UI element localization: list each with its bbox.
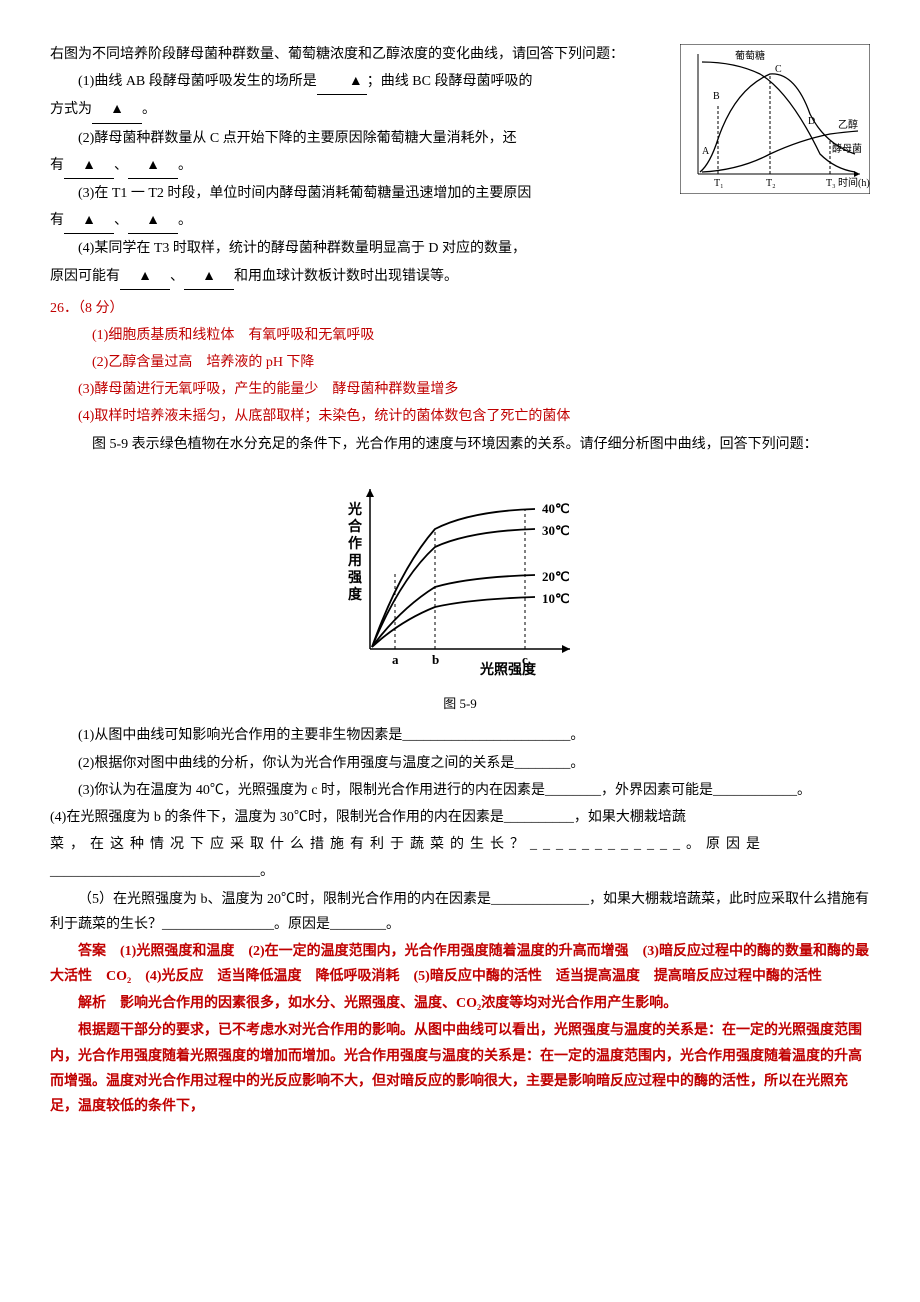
- svg-yeast: A B C D 葡萄糖 乙醇 酵母菌 T₁ T₂ T₃ 时间(h): [680, 44, 870, 194]
- q2-line2-prefix: 有: [50, 158, 64, 173]
- svg-text:10℃: 10℃: [542, 591, 570, 606]
- q2-suffix: 。: [178, 158, 192, 173]
- figure-photosynthesis: 光 合 作 用 强 度 光照强度 a b c 40℃ 30℃ 20℃ 10℃: [50, 469, 870, 688]
- p2-q3: (3)你认为在温度为 40℃，光照强度为 c 时，限制光合作用进行的内在因素是_…: [50, 778, 870, 803]
- q4-line2-prefix: 原因可能有: [50, 269, 120, 284]
- svg-text:20℃: 20℃: [542, 569, 570, 584]
- p2-q4-line2: 菜，在这种情况下应采取什么措施有利于蔬菜的生长？____________。原因是: [50, 832, 870, 857]
- svg-text:c: c: [522, 652, 528, 667]
- q3-sep: 、: [114, 213, 128, 228]
- blank-q4b: [184, 264, 234, 290]
- label-glucose: 葡萄糖: [735, 49, 765, 62]
- p2-exp1: 解析 影响光合作用的因素很多，如水分、光照强度、温度、CO₂浓度等均对光合作用产…: [50, 991, 870, 1016]
- q1-suffix: 。: [142, 102, 156, 117]
- svg-text:作: 作: [348, 535, 362, 552]
- q1-line2-prefix: 方式为: [50, 102, 92, 117]
- p2-exp2: 根据题干部分的要求，已不考虑水对光合作用的影响。从图中曲线可以看出，光照强度与温…: [50, 1018, 870, 1119]
- svg-text:T₃: T₃: [826, 178, 836, 189]
- svg-text:A: A: [702, 146, 710, 157]
- q4-line2: 原因可能有 、 和用血球计数板计数时出现错误等。: [50, 264, 870, 290]
- svg-photosynthesis: 光 合 作 用 强 度 光照强度 a b c 40℃ 30℃ 20℃ 10℃: [310, 469, 610, 679]
- svg-text:a: a: [392, 652, 399, 667]
- svg-text:合: 合: [348, 518, 363, 535]
- q4-line1: (4)某同学在 T3 时取样，统计的酵母菌种群数量明显高于 D 对应的数量，: [50, 236, 870, 261]
- p2-q4b: 菜，在这种情况下应采取什么措施有利于蔬菜的生长？: [50, 837, 530, 852]
- ans-a2: (2)乙醇含量过高 培养液的 pH 下降: [50, 350, 870, 375]
- q3-line2-prefix: 有: [50, 213, 64, 228]
- q2-sep: 、: [114, 158, 128, 173]
- svg-text:用: 用: [348, 553, 362, 569]
- ans-a3: (3)酵母菌进行无氧呼吸，产生的能量少 酵母菌种群数量增多: [50, 377, 870, 402]
- svg-text:度: 度: [348, 586, 363, 603]
- q4-sep: 、: [170, 269, 184, 284]
- figure-yeast-curves: A B C D 葡萄糖 乙醇 酵母菌 T₁ T₂ T₃ 时间(h): [680, 44, 870, 203]
- svg-text:T₁: T₁: [714, 178, 724, 189]
- blank-q2a: [64, 153, 114, 179]
- blank-q3b: [128, 208, 178, 234]
- blank-q3a: [64, 208, 114, 234]
- q26-header: 26．（8 分）: [50, 296, 870, 321]
- svg-text:光照强度: 光照强度: [479, 661, 537, 678]
- blank-q1a: [317, 69, 367, 95]
- q1-prefix: (1)曲线 AB 段酵母菌呼吸发生的场所是: [78, 74, 317, 89]
- q3-suffix: 。: [178, 213, 192, 228]
- blank-q2b: [128, 153, 178, 179]
- svg-text:b: b: [432, 652, 439, 667]
- p2-q2: (2)根据你对图中曲线的分析，你认为光合作用强度与温度之间的关系是_______…: [50, 751, 870, 776]
- ans-a4: (4)取样时培养液未摇匀，从底部取样；未染色，统计的菌体数包含了死亡的菌体: [50, 404, 870, 429]
- p2-q5: （5）在光照强度为 b、温度为 20℃时，限制光合作用的内在因素是_______…: [50, 887, 870, 937]
- label-yeast: 酵母菌: [832, 143, 862, 155]
- p2-q4d: ______________________________。: [50, 859, 870, 884]
- q1-mid: ；曲线 BC 段酵母菌呼吸的: [367, 74, 533, 89]
- p2-q4a: (4)在光照强度为 b 的条件下，温度为 30℃时，限制光合作用的内在因素是__…: [50, 805, 870, 830]
- figure-caption: 图 5-9: [50, 692, 870, 715]
- label-xaxis: 时间(h): [838, 176, 870, 189]
- svg-text:D: D: [808, 116, 815, 127]
- svg-text:光: 光: [347, 501, 362, 518]
- blank-q1b: [92, 97, 142, 123]
- blank-q4a: [120, 264, 170, 290]
- q3-line2: 有 、 。: [50, 208, 870, 234]
- part2-intro: 图 5-9 表示绿色植物在水分充足的条件下，光合作用的速度与环境因素的关系。请仔…: [50, 432, 870, 457]
- svg-text:强: 强: [348, 570, 362, 586]
- p2-ans: 答案 (1)光照强度和温度 (2)在一定的温度范围内，光合作用强度随着温度的升高…: [50, 939, 870, 989]
- p2-q4c: ____________。原因是: [530, 837, 766, 852]
- svg-text:T₂: T₂: [766, 178, 776, 189]
- q4-tail: 和用血球计数板计数时出现错误等。: [234, 269, 458, 284]
- label-ethanol: 乙醇: [838, 118, 858, 131]
- p2-q1: (1)从图中曲线可知影响光合作用的主要非生物因素是_______________…: [50, 723, 870, 748]
- ans-a1: (1)细胞质基质和线粒体 有氧呼吸和无氧呼吸: [50, 323, 870, 348]
- svg-text:C: C: [775, 64, 782, 75]
- svg-text:30℃: 30℃: [542, 523, 570, 538]
- svg-text:B: B: [713, 91, 720, 102]
- svg-text:40℃: 40℃: [542, 501, 570, 516]
